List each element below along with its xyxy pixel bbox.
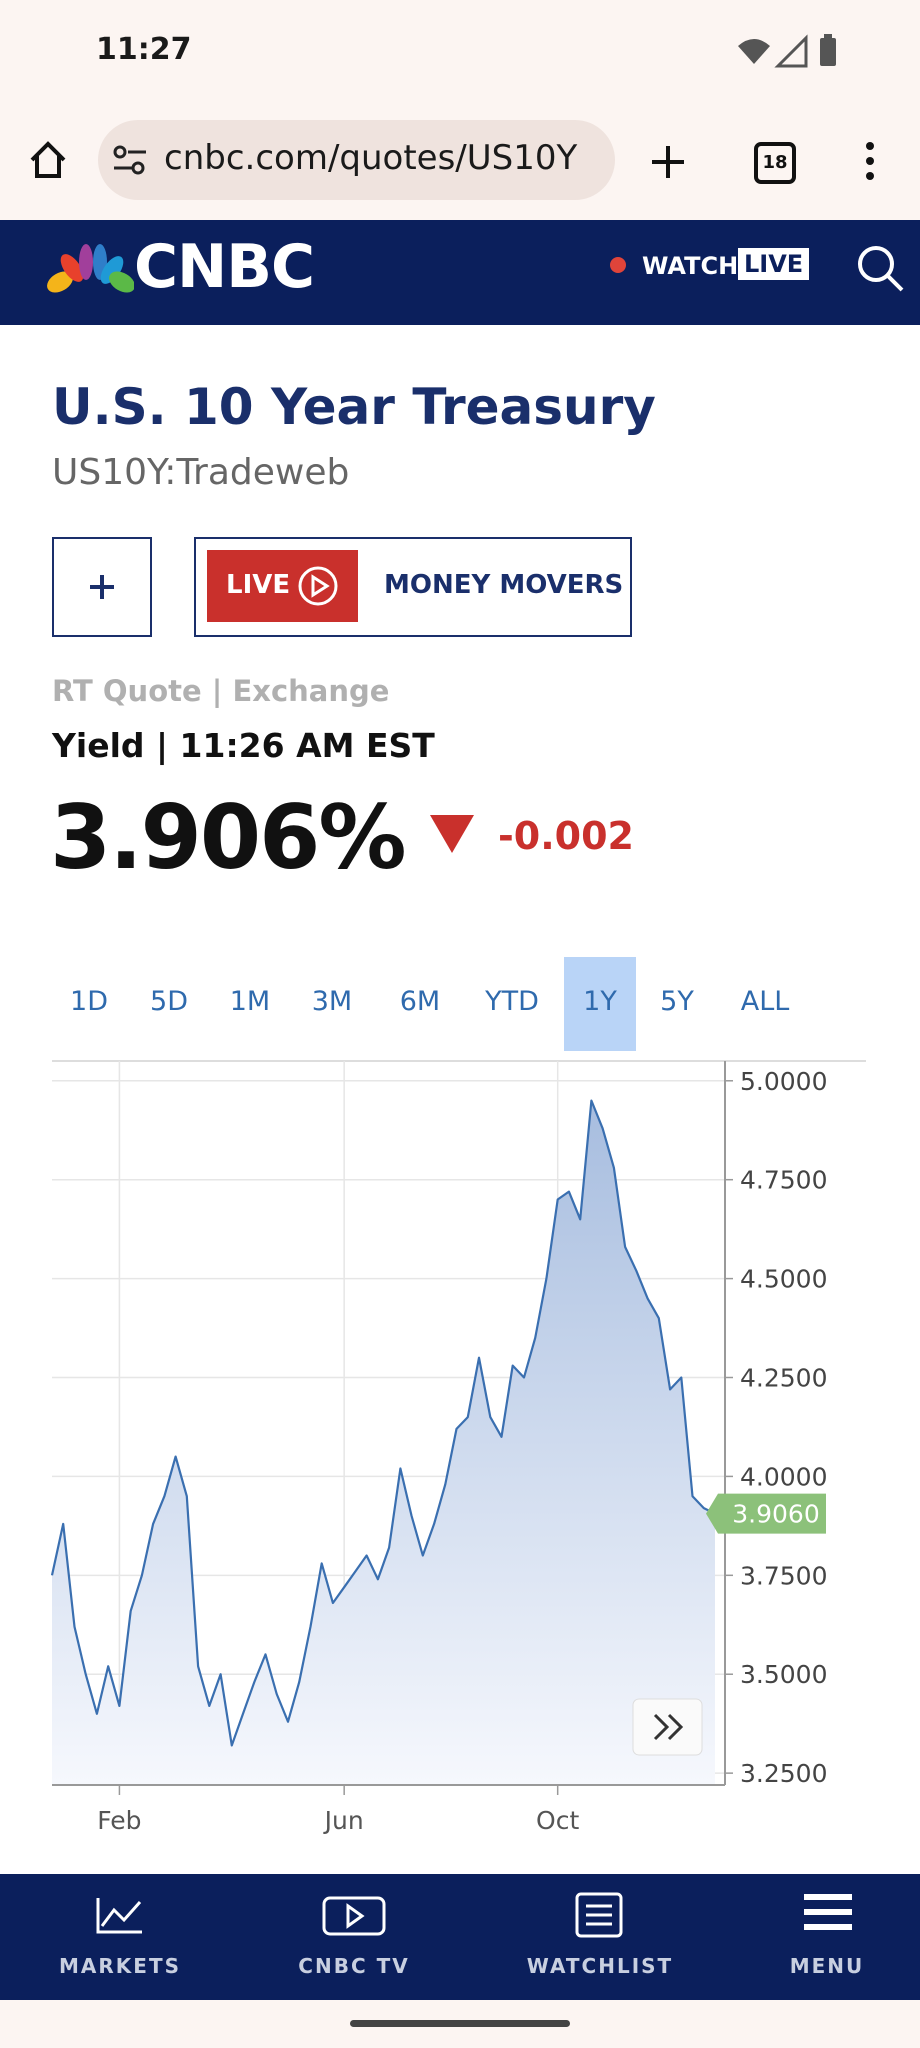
quote-time: Yield | 11:26 AM EST xyxy=(52,726,435,765)
y-tick-label: 4.5000 xyxy=(740,1265,827,1294)
nav-label[interactable]: CNBC TV xyxy=(298,1954,410,1978)
range-tab[interactable]: 6M xyxy=(399,986,441,1017)
url-bar[interactable] xyxy=(98,120,615,200)
nav-icons xyxy=(96,1892,852,1938)
add-watchlist-button[interactable] xyxy=(52,537,152,637)
down-arrow xyxy=(430,815,474,853)
plus-icon xyxy=(90,575,114,599)
site-settings-icon[interactable] xyxy=(112,144,148,176)
status-icons xyxy=(738,34,836,68)
url-text[interactable]: cnbc.com/quotes/US10Y xyxy=(164,138,578,178)
nav-label[interactable]: WATCHLIST xyxy=(526,1954,674,1978)
peacock-logo xyxy=(47,244,134,293)
range-tab[interactable]: 1M xyxy=(229,986,271,1017)
live-tag-text[interactable]: LIVE xyxy=(226,570,291,600)
menu-dots[interactable] xyxy=(860,140,880,184)
y-tick-label: 4.7500 xyxy=(740,1166,827,1195)
price-line xyxy=(50,1099,716,1747)
last-value-label: 3.9060 xyxy=(732,1500,819,1529)
quote-price: 3.906% xyxy=(50,786,407,889)
nav-label[interactable]: MARKETS xyxy=(59,1954,181,1978)
live-badge[interactable]: LIVE xyxy=(738,248,810,280)
y-tick-label: 3.7500 xyxy=(740,1561,827,1590)
range-tab[interactable]: 1D xyxy=(70,986,108,1017)
area-fill xyxy=(52,1100,715,1785)
range-tab[interactable]: YTD xyxy=(485,986,539,1017)
range-tab[interactable]: 3M xyxy=(311,986,353,1017)
watch-text[interactable]: WATCH xyxy=(642,252,739,280)
y-tick-label: 3.5000 xyxy=(740,1660,827,1689)
last-value-tag xyxy=(706,1493,826,1534)
nav-label[interactable]: MENU xyxy=(789,1954,865,1978)
gesture-bar xyxy=(350,2020,570,2027)
range-tab[interactable]: 5Y xyxy=(660,986,694,1017)
range-tab[interactable]: 5D xyxy=(150,986,188,1017)
live-show-button[interactable] xyxy=(194,537,632,637)
quote-source: RT Quote | Exchange xyxy=(52,674,390,708)
search-icon[interactable] xyxy=(856,244,906,294)
range-tab[interactable]: ALL xyxy=(740,986,790,1017)
price-chart: 3.2500 3.5000 3.7500 4.0000 4.2500 4.5000 4.75… xyxy=(50,1060,866,1835)
bottom-nav xyxy=(0,1874,920,2000)
selected-tab-bg[interactable] xyxy=(564,957,636,1051)
y-tick-label: 4.2500 xyxy=(740,1364,827,1393)
live-dot xyxy=(610,257,626,273)
status-time: 11:27 xyxy=(96,32,192,67)
new-tab-icon[interactable] xyxy=(648,142,688,182)
logo-text[interactable]: CNBC xyxy=(134,232,315,302)
quote-symbol: US10Y:Tradeweb xyxy=(52,452,350,493)
tab-count[interactable]: 18 xyxy=(754,142,796,184)
y-tick-label: 5.0000 xyxy=(740,1067,827,1096)
quote-change: -0.002 xyxy=(498,814,634,858)
scroll-icon xyxy=(653,1713,684,1741)
x-tick-label: Jun xyxy=(323,1806,364,1835)
x-tick-label: Feb xyxy=(97,1806,141,1835)
y-tick-label: 3.2500 xyxy=(740,1759,827,1788)
range-tab[interactable]: 1Y xyxy=(583,986,617,1017)
show-name[interactable]: MONEY MOVERS xyxy=(384,570,624,600)
play-icon xyxy=(298,566,338,606)
home-icon[interactable] xyxy=(26,138,70,182)
quote-title: U.S. 10 Year Treasury xyxy=(52,378,656,436)
y-tick-label: 4.0000 xyxy=(740,1462,827,1491)
live-tag[interactable] xyxy=(207,550,358,622)
x-tick-label: Oct xyxy=(536,1806,579,1835)
